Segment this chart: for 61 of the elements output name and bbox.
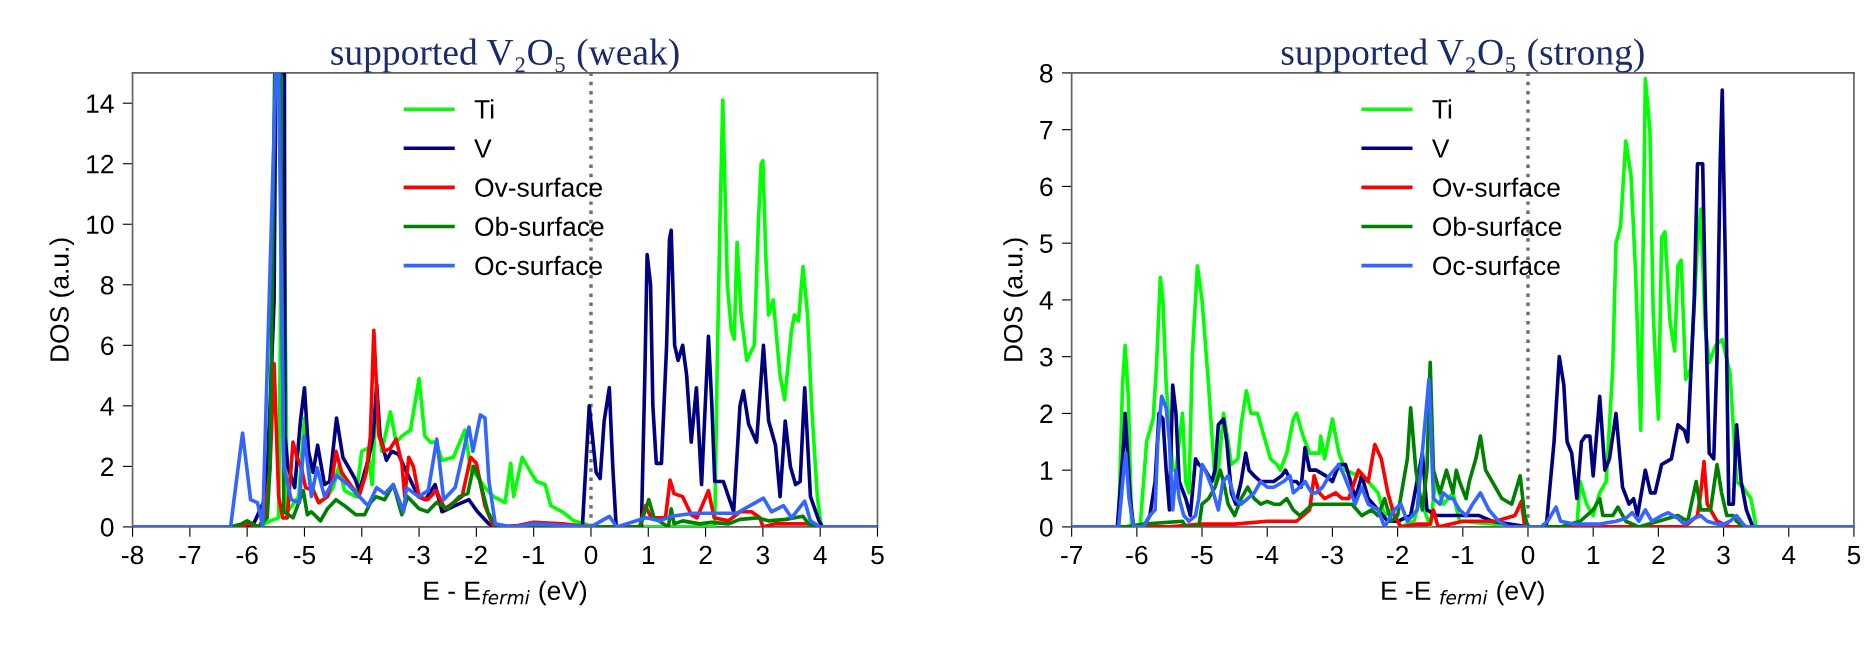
legend-label: Ob-surface	[1433, 216, 1562, 237]
x-tick-label: 2	[699, 545, 712, 565]
legend-label: Ob-surface	[475, 216, 604, 237]
x-tick-label: -1	[1452, 545, 1474, 565]
chart-title: supported V₂O₅ (weak)	[331, 38, 679, 73]
y-tick-label: 0	[1039, 518, 1053, 537]
x-tick-label: 3	[1717, 545, 1730, 565]
y-tick-label: 8	[1040, 64, 1053, 83]
y-tick-label: 8	[100, 275, 114, 295]
x-tick-label: 5	[871, 545, 884, 565]
legend-label: Oc-surface	[475, 255, 602, 276]
y-tick-label: 2	[1040, 404, 1053, 423]
x-tick-label: -3	[408, 545, 430, 565]
y-tick-label: 10	[87, 215, 114, 235]
x-axis-title: E - E$_{fermi}$ (eV)	[424, 580, 587, 606]
x-tick-label: 2	[1652, 545, 1665, 565]
x-tick-label: -3	[1321, 545, 1343, 565]
y-axis-title: DOS (a.u.)	[1003, 238, 1028, 361]
y-tick-label: 0	[100, 518, 114, 537]
legend-label: Ov-surface	[475, 177, 602, 197]
legend-label: Oc-surface	[1433, 255, 1560, 276]
y-tick-label: 12	[87, 154, 114, 174]
y-tick-label: 1	[1040, 461, 1053, 480]
legend-label: V	[1431, 139, 1450, 158]
y-tick-label: 14	[87, 94, 114, 113]
y-tick-label: 5	[1039, 234, 1053, 253]
x-tick-label: -7	[1061, 545, 1083, 565]
x-tick-label: 0	[584, 545, 598, 565]
x-tick-label: -5	[1191, 545, 1213, 565]
x-tick-label: -8	[122, 545, 144, 565]
y-tick-label: 3	[1039, 347, 1053, 367]
x-tick-label: 4	[1782, 545, 1796, 565]
y-tick-label: 4	[1039, 291, 1053, 310]
y-tick-label: 2	[101, 457, 114, 476]
legend-label: V	[474, 139, 492, 158]
x-tick-label: -2	[1387, 545, 1409, 565]
y-tick-label: 7	[1040, 121, 1053, 140]
x-tick-label: -6	[236, 545, 258, 565]
x-tick-label: 1	[642, 545, 655, 565]
legend-label: Ti	[1432, 99, 1452, 119]
x-tick-label: -7	[179, 545, 201, 565]
y-tick-label: 6	[1040, 177, 1053, 197]
x-tick-label: -1	[523, 545, 545, 565]
x-tick-label: -5	[293, 545, 316, 565]
x-tick-label: 1	[1587, 545, 1600, 565]
x-tick-label: -4	[1256, 545, 1279, 565]
x-tick-label: -6	[1126, 545, 1148, 565]
x-tick-label: 3	[756, 545, 770, 565]
legend-label: Ov-surface	[1433, 177, 1560, 197]
x-tick-label: -2	[465, 545, 487, 565]
x-tick-label: 0	[1521, 545, 1535, 565]
chart-title: supported V₂O₅ (strong)	[1281, 38, 1644, 73]
x-axis-title: E -E $_{fermi}$ (eV)	[1382, 580, 1544, 606]
x-tick-label: 5	[1847, 545, 1861, 565]
y-tick-label: 6	[101, 336, 114, 356]
y-axis-title: DOS (a.u.)	[49, 238, 75, 361]
x-tick-label: -4	[351, 545, 373, 565]
y-tick-label: 4	[100, 397, 114, 416]
legend-label: Ti	[474, 99, 494, 119]
x-tick-label: 4	[813, 545, 827, 565]
line-series	[132, 72, 878, 527]
